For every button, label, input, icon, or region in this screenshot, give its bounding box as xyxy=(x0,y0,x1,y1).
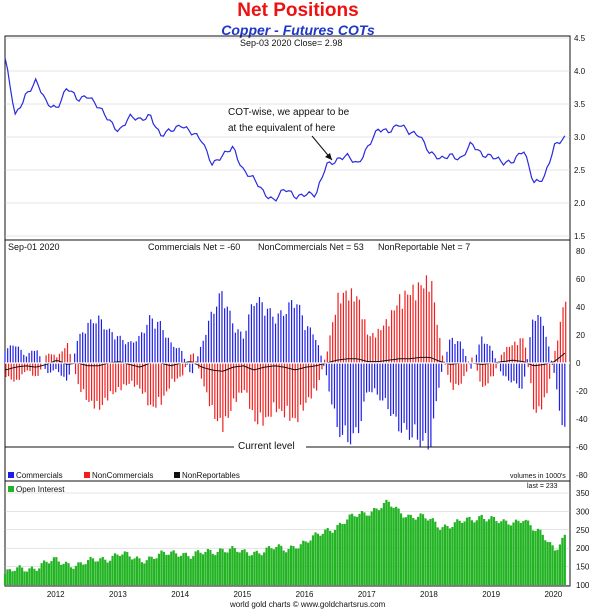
net-tick-label: -40 xyxy=(576,415,588,424)
legend-nonreportables-swatch xyxy=(174,472,180,478)
oi-tick-label: 300 xyxy=(576,507,590,516)
year-tick-label: 2016 xyxy=(296,590,314,599)
page-title: Net Positions xyxy=(237,0,359,21)
year-tick-label: 2013 xyxy=(109,590,127,599)
net-info-label: Sep-01 2020 xyxy=(8,242,60,252)
year-tick-label: 2014 xyxy=(171,590,189,599)
price-tick-label: 1.5 xyxy=(574,232,586,241)
legend-nonreportables-label: NonReportables xyxy=(182,471,240,480)
year-tick-label: 2020 xyxy=(544,590,562,599)
current-level-label: Current level xyxy=(238,441,295,452)
nonreportables-net-label: NonReportable Net = 7 xyxy=(378,242,470,252)
net-tick-label: 20 xyxy=(576,331,585,340)
year-tick-label: 2012 xyxy=(47,590,65,599)
volume-note: volumes in 1000's xyxy=(510,473,566,480)
year-tick-label: 2019 xyxy=(482,590,500,599)
price-tick-label: 4.0 xyxy=(574,67,586,76)
price-tick-label: 3.5 xyxy=(574,100,586,109)
footer-credit: world gold charts © www.goldchartsrus.co… xyxy=(229,600,386,609)
commercials-net-label: Commercials Net = -60 xyxy=(148,242,240,252)
axis-tick-labels: 1.5 2.0 2.5 3.0 3.5 4.0 4.5 -80 -60 -40 -20 0 20 40 60… xyxy=(47,34,590,599)
legend-noncommercials-label: NonCommercials xyxy=(92,471,153,480)
net-tick-label: -60 xyxy=(576,443,588,452)
oi-tick-label: 350 xyxy=(576,489,590,498)
chart-subtitle: Copper - Futures COTs xyxy=(221,22,375,38)
open-interest-bars xyxy=(3,499,566,585)
net-tick-label: -20 xyxy=(576,387,588,396)
price-tick-label: 4.5 xyxy=(574,34,586,43)
price-tick-label: 2.5 xyxy=(574,166,586,175)
oi-tick-label: 150 xyxy=(576,563,590,572)
price-panel-frame xyxy=(4,35,571,241)
net-tick-label: -80 xyxy=(576,471,588,480)
noncommercials-net-label: NonCommercials Net = 53 xyxy=(258,242,364,252)
year-tick-label: 2018 xyxy=(420,590,438,599)
legend-commercials-label: Commercials xyxy=(16,471,63,480)
series-lines xyxy=(4,57,570,448)
annotation-line-2: at the equivalent of here xyxy=(228,123,336,134)
net-tick-label: 60 xyxy=(576,275,585,284)
net-tick-label: 40 xyxy=(576,303,585,312)
oi-panel-frame xyxy=(4,480,571,587)
price-tick-label: 3.0 xyxy=(574,133,586,142)
open-interest-last-label: last = 233 xyxy=(527,483,558,490)
annotation-line-1: COT-wise, we appear to be xyxy=(228,107,350,118)
legend-commercials-swatch xyxy=(8,472,14,478)
legend-open-interest-swatch xyxy=(8,486,14,492)
oi-tick-label: 100 xyxy=(576,581,590,590)
net-tick-label: 80 xyxy=(576,247,585,256)
net-position-bars xyxy=(4,275,567,450)
annotation-arrowhead xyxy=(325,153,332,160)
copper-price-line xyxy=(4,57,566,202)
legend-noncommercials-swatch xyxy=(84,472,90,478)
year-tick-label: 2017 xyxy=(358,590,376,599)
price-tick-label: 2.0 xyxy=(574,199,586,208)
year-tick-label: 2015 xyxy=(233,590,251,599)
oi-tick-label: 200 xyxy=(576,544,590,553)
legend-open-interest-label: Open Interest xyxy=(16,485,65,494)
grid-lines xyxy=(5,37,570,586)
price-info-label: Sep-03 2020 Close= 2.98 xyxy=(240,38,342,48)
net-tick-label: 0 xyxy=(576,359,581,368)
oi-tick-label: 250 xyxy=(576,526,590,535)
